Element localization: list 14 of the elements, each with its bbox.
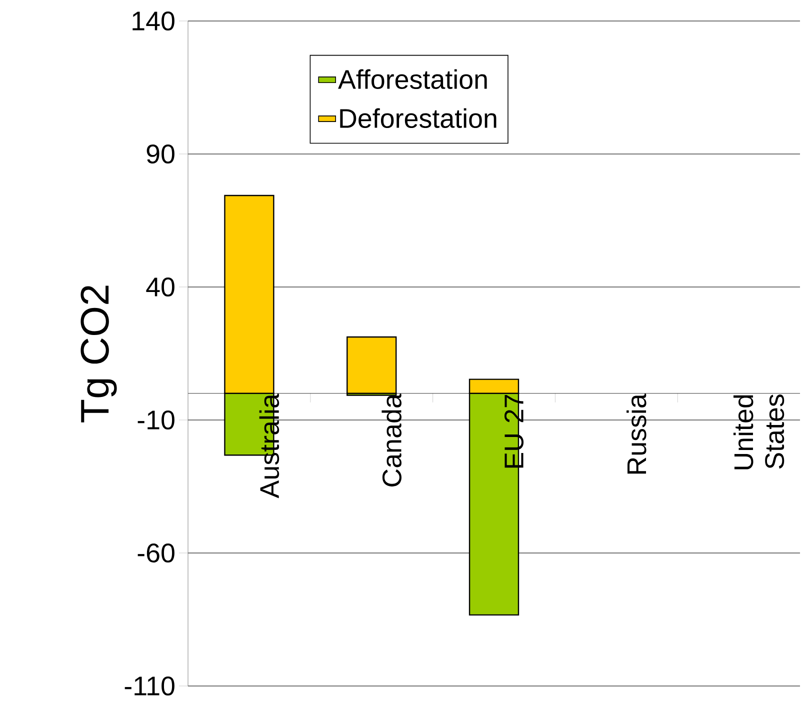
x-tick-label: EU 27 <box>504 394 524 468</box>
y-tick-label: 90 <box>146 144 174 164</box>
x-tick-label: Australia <box>259 394 280 498</box>
legend-label: Deforestation <box>340 108 496 128</box>
y-tick-label: -10 <box>138 410 174 430</box>
y-axis-title: Tg CO2 <box>80 286 117 422</box>
x-tick-label: Canada <box>382 394 402 486</box>
y-tick-label: 40 <box>146 277 174 297</box>
x-tick-label: Russia <box>626 394 646 474</box>
x-tick-label: United States <box>733 394 784 470</box>
y-tick-label: -110 <box>124 676 174 696</box>
legend-label: Afforestation <box>338 69 487 90</box>
y-tick-label: 140 <box>132 11 174 31</box>
y-tick-label: -60 <box>138 543 174 563</box>
